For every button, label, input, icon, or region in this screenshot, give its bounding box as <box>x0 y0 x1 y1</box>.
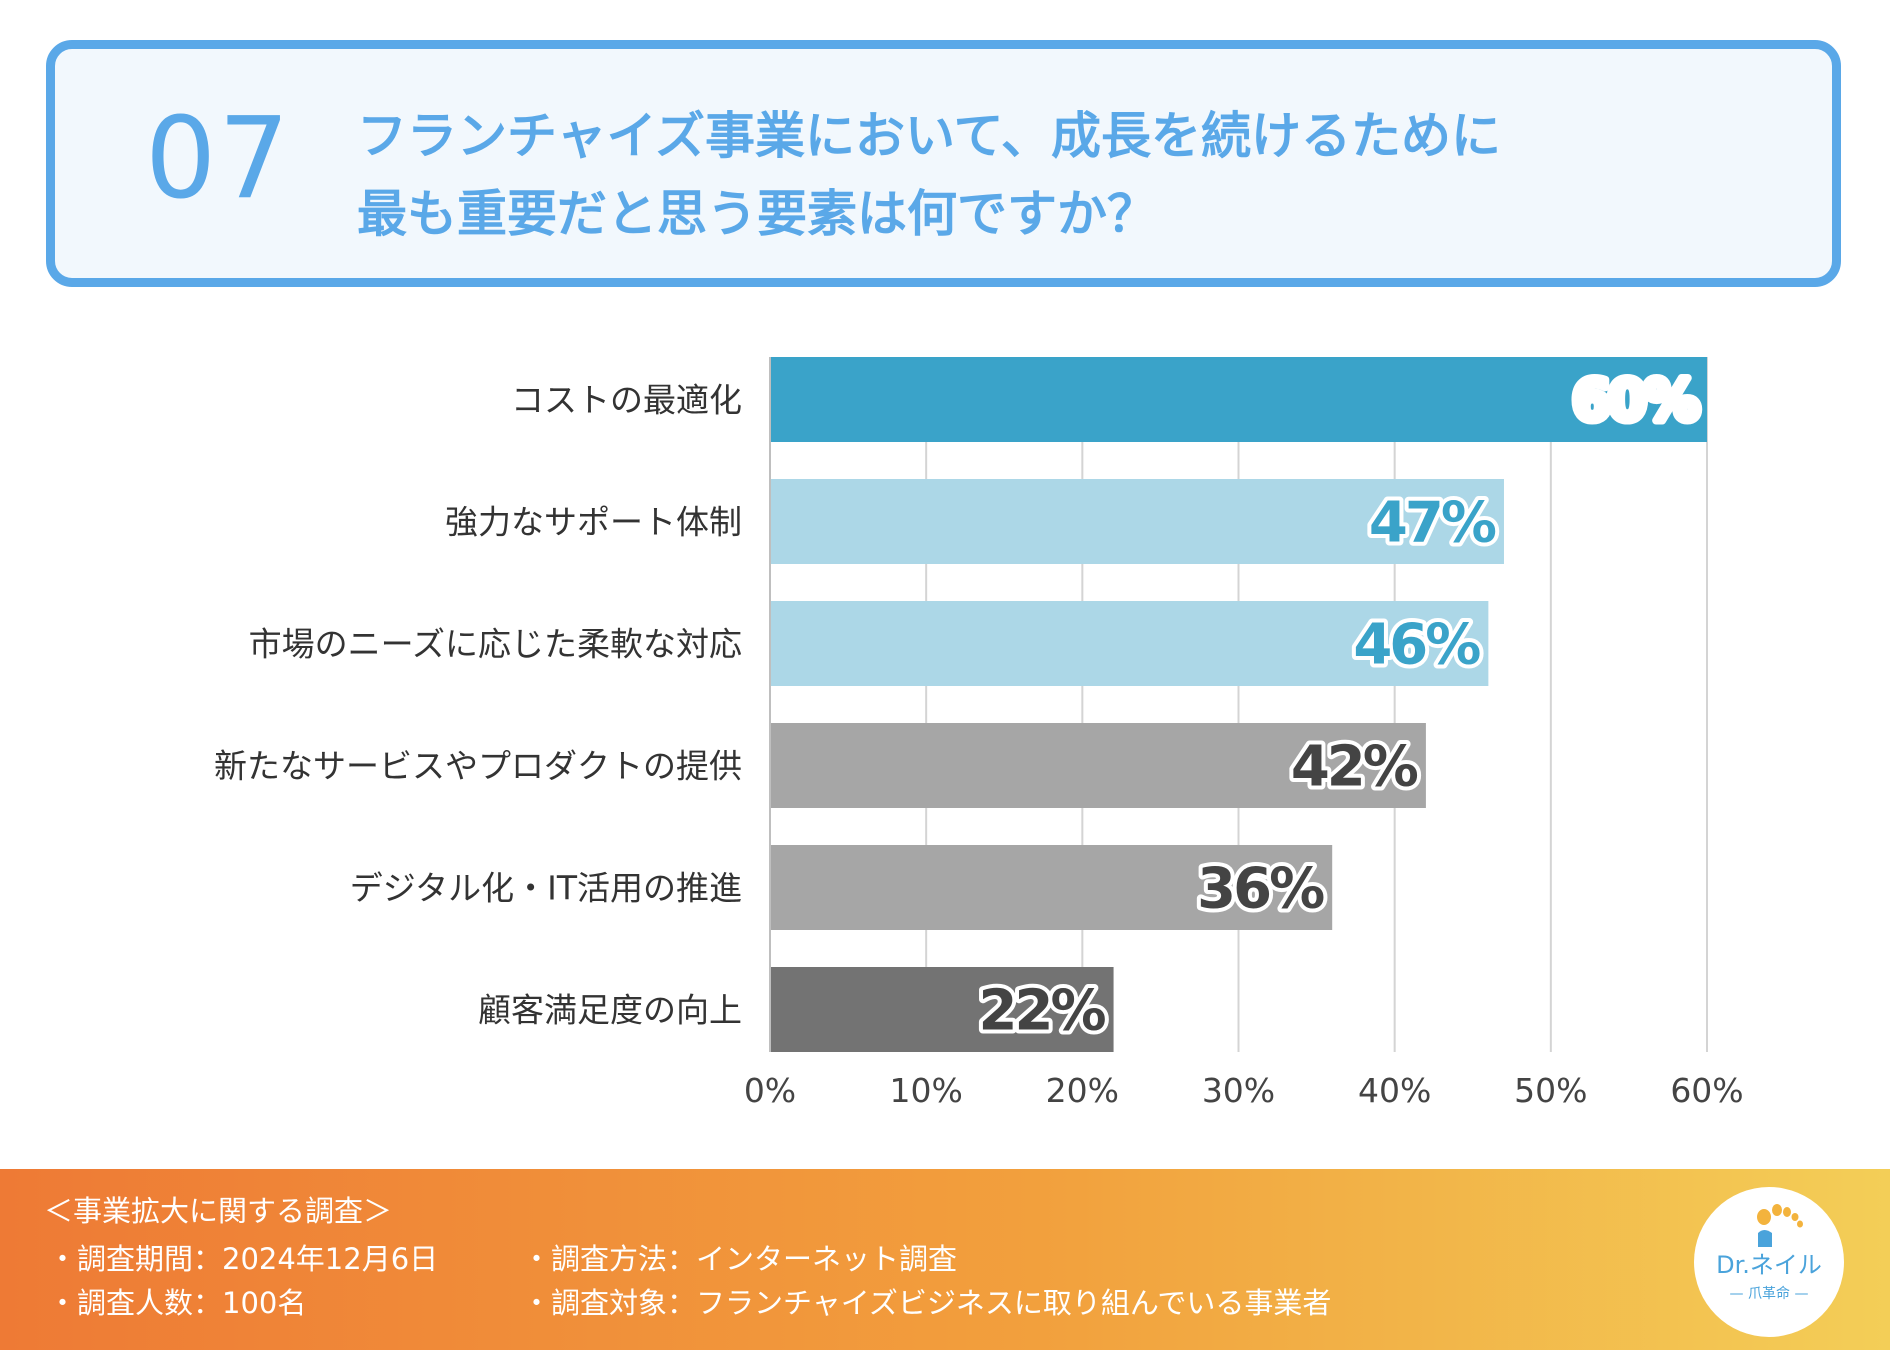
value-label: 22% <box>979 979 1106 1044</box>
question-number: 07 <box>145 94 292 224</box>
value-label: 60% <box>1572 369 1699 434</box>
survey-footer: ＜事業拡大に関する調査＞ ・調査期間：2024年12月6日 ・調査方法：インター… <box>0 1169 1890 1350</box>
bar <box>770 479 1504 564</box>
x-tick-label: 40% <box>1358 1071 1431 1110</box>
question-text-line-2: 最も重要だと思う要素は何ですか？ <box>357 185 1157 243</box>
x-tick-label: 10% <box>889 1071 962 1110</box>
value-label: 42% <box>1291 735 1418 800</box>
labels: 0% 10% 20% 30% 40% 50% 60% コストの最適化 60% 強力なサポート体制 4… <box>214 365 1744 1111</box>
footprint-icon <box>1757 1204 1803 1247</box>
survey-method: ・調査方法：インターネット調査 <box>522 1242 958 1276</box>
bars <box>770 357 1707 1052</box>
question-box: 07 フランチャイズ事業において、成長を続けるために 最も重要だと思う要素は何で… <box>46 40 1841 287</box>
value-label: 46% <box>1353 613 1480 678</box>
value-label: 47% <box>1369 491 1496 556</box>
category-label: 市場のニーズに応じた柔軟な対応 <box>249 625 742 664</box>
category-label: 新たなサービスやプロダクトの提供 <box>214 747 742 786</box>
bar-chart: 0% 10% 20% 30% 40% 50% 60% コストの最適化 60% 強力なサポート体制 4… <box>214 357 1744 1111</box>
x-tick-label: 60% <box>1670 1071 1743 1110</box>
category-label: 強力なサポート体制 <box>445 503 742 542</box>
category-label: コストの最適化 <box>511 381 742 420</box>
category-label: 顧客満足度の向上 <box>478 991 742 1030</box>
x-tick-label: 0% <box>744 1071 796 1110</box>
survey-period: ・調査期間：2024年12月6日 <box>48 1242 439 1276</box>
grid-lines <box>925 357 1708 1052</box>
bar <box>770 967 1114 1052</box>
category-label: デジタル化・IT活用の推進 <box>350 869 742 908</box>
logo-text: Dr.ネイル <box>1716 1251 1822 1279</box>
brand-logo: Dr.ネイル — 爪革命 — <box>1694 1187 1844 1337</box>
survey-title: ＜事業拡大に関する調査＞ <box>44 1194 393 1228</box>
bar <box>770 357 1707 442</box>
question-text-line-1: フランチャイズ事業において、成長を続けるために <box>357 107 1501 165</box>
survey-target: ・調査対象：フランチャイズビジネスに取り組んでいる事業者 <box>522 1286 1332 1320</box>
x-tick-label: 30% <box>1202 1071 1275 1110</box>
logo-subtext: — 爪革命 — <box>1729 1286 1809 1302</box>
bar <box>770 845 1333 930</box>
survey-people-count: ・調査人数：100名 <box>48 1286 307 1320</box>
bar <box>770 723 1426 808</box>
bar <box>770 601 1489 686</box>
value-label: 36% <box>1197 857 1324 922</box>
x-tick-label: 20% <box>1046 1071 1119 1110</box>
x-tick-label: 50% <box>1514 1071 1587 1110</box>
